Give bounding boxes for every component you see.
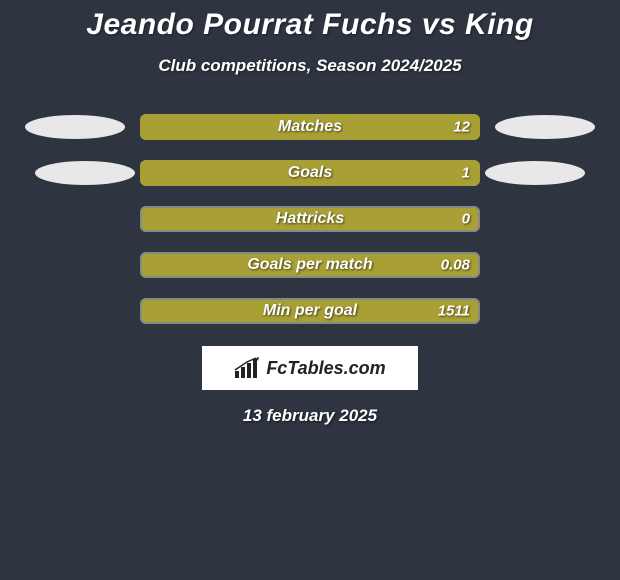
stat-value-right: 0.08 bbox=[441, 257, 470, 274]
stat-row: Goals per match 0.08 bbox=[0, 252, 620, 278]
stat-bar: Min per goal 1511 bbox=[140, 298, 480, 324]
stat-bar: Goals 1 bbox=[140, 160, 480, 186]
stat-label: Goals bbox=[288, 164, 332, 182]
stat-row: Goals 1 bbox=[0, 160, 620, 186]
stat-value-right: 12 bbox=[453, 119, 470, 136]
stats-area: Matches 12 Goals 1 Hattricks 0 Goals per match… bbox=[0, 114, 620, 324]
stat-label: Goals per match bbox=[247, 256, 372, 274]
stat-label: Min per goal bbox=[263, 302, 357, 320]
date-text: 13 february 2025 bbox=[0, 406, 620, 426]
chart-icon bbox=[234, 357, 260, 379]
logo-text: FcTables.com bbox=[266, 358, 385, 379]
player-ellipse bbox=[495, 115, 595, 139]
logo-box[interactable]: FcTables.com bbox=[202, 346, 418, 390]
stat-row: Min per goal 1511 bbox=[0, 298, 620, 324]
left-ellipse-slot bbox=[10, 115, 140, 139]
left-ellipse-slot bbox=[10, 161, 140, 185]
stat-bar: Goals per match 0.08 bbox=[140, 252, 480, 278]
stat-row: Matches 12 bbox=[0, 114, 620, 140]
stat-row: Hattricks 0 bbox=[0, 206, 620, 232]
stat-value-right: 0 bbox=[462, 211, 470, 228]
infographic-container: Jeando Pourrat Fuchs vs King Club compet… bbox=[0, 0, 620, 426]
subtitle: Club competitions, Season 2024/2025 bbox=[0, 56, 620, 76]
player-ellipse bbox=[25, 115, 125, 139]
player-ellipse bbox=[485, 161, 585, 185]
page-title: Jeando Pourrat Fuchs vs King bbox=[0, 8, 620, 42]
stat-label: Matches bbox=[278, 118, 342, 136]
stat-bar: Matches 12 bbox=[140, 114, 480, 140]
right-ellipse-slot bbox=[480, 161, 610, 185]
stat-label: Hattricks bbox=[276, 210, 344, 228]
stat-bar: Hattricks 0 bbox=[140, 206, 480, 232]
stat-value-right: 1 bbox=[462, 165, 470, 182]
right-ellipse-slot bbox=[480, 115, 610, 139]
player-ellipse bbox=[35, 161, 135, 185]
stat-value-right: 1511 bbox=[438, 303, 470, 320]
